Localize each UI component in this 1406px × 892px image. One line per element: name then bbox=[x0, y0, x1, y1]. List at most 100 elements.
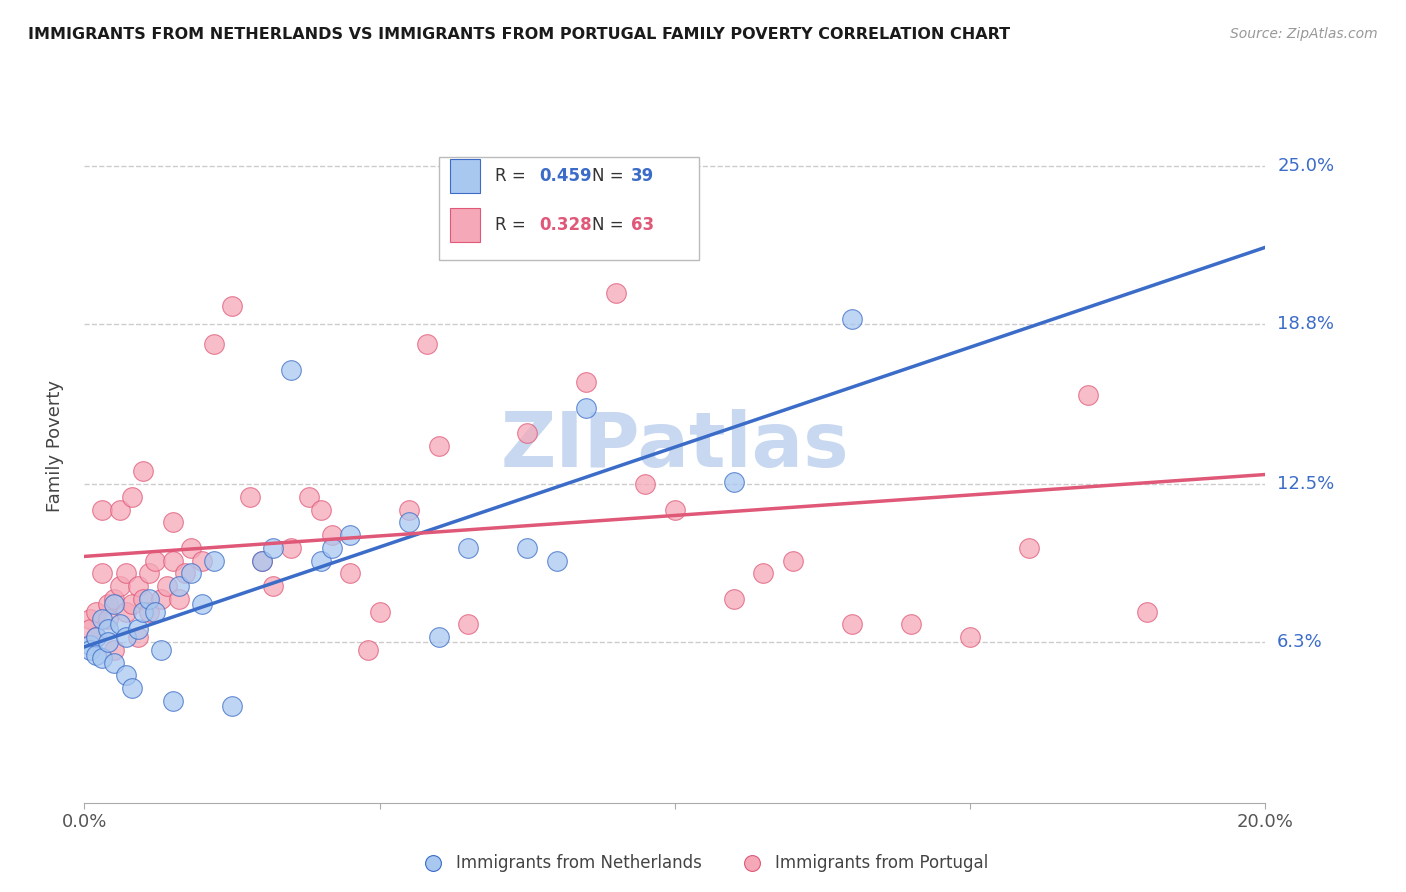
Point bbox=[723, 591, 745, 606]
Point bbox=[1077, 388, 1099, 402]
Point bbox=[97, 612, 120, 626]
Point bbox=[173, 566, 195, 581]
Point bbox=[121, 681, 143, 695]
Point bbox=[162, 554, 184, 568]
Point bbox=[121, 597, 143, 611]
Point bbox=[575, 376, 598, 390]
Point bbox=[132, 465, 155, 479]
Point bbox=[368, 605, 391, 619]
Point bbox=[97, 597, 120, 611]
Point bbox=[357, 643, 380, 657]
Point bbox=[221, 698, 243, 713]
Point bbox=[191, 554, 214, 568]
Point bbox=[723, 475, 745, 489]
Point bbox=[516, 426, 538, 441]
Point bbox=[138, 605, 160, 619]
Point bbox=[180, 541, 202, 555]
Point bbox=[202, 554, 225, 568]
Point bbox=[575, 401, 598, 415]
Point bbox=[250, 554, 273, 568]
Point bbox=[262, 579, 284, 593]
Point bbox=[782, 554, 804, 568]
Point bbox=[121, 490, 143, 504]
Point bbox=[91, 612, 114, 626]
Point bbox=[114, 668, 136, 682]
Text: 12.5%: 12.5% bbox=[1277, 475, 1334, 493]
Point bbox=[84, 605, 107, 619]
Text: 18.8%: 18.8% bbox=[1277, 315, 1334, 333]
Point bbox=[114, 630, 136, 644]
Text: Immigrants from Netherlands: Immigrants from Netherlands bbox=[457, 855, 702, 872]
Point bbox=[202, 337, 225, 351]
Point bbox=[127, 630, 149, 644]
Point bbox=[103, 597, 125, 611]
Point bbox=[1136, 605, 1159, 619]
Text: 6.3%: 6.3% bbox=[1277, 633, 1323, 651]
Point bbox=[752, 566, 775, 581]
Point bbox=[516, 541, 538, 555]
Point bbox=[79, 643, 101, 657]
Point bbox=[398, 502, 420, 516]
Point bbox=[91, 502, 114, 516]
Point bbox=[132, 605, 155, 619]
Point bbox=[91, 566, 114, 581]
Point bbox=[1018, 541, 1040, 555]
Point bbox=[143, 554, 166, 568]
Point bbox=[132, 591, 155, 606]
Point bbox=[127, 579, 149, 593]
Point bbox=[108, 579, 131, 593]
Point bbox=[79, 638, 101, 652]
Point bbox=[162, 694, 184, 708]
Point bbox=[114, 566, 136, 581]
Point bbox=[280, 362, 302, 376]
Point bbox=[114, 605, 136, 619]
Text: IMMIGRANTS FROM NETHERLANDS VS IMMIGRANTS FROM PORTUGAL FAMILY POVERTY CORRELATI: IMMIGRANTS FROM NETHERLANDS VS IMMIGRANT… bbox=[28, 27, 1011, 42]
Point bbox=[91, 650, 114, 665]
Point bbox=[150, 643, 173, 657]
Point bbox=[167, 579, 190, 593]
Point bbox=[427, 630, 450, 644]
Point bbox=[250, 554, 273, 568]
Point bbox=[457, 617, 479, 632]
Point bbox=[108, 502, 131, 516]
Text: ZIPatlas: ZIPatlas bbox=[501, 409, 849, 483]
Point bbox=[84, 630, 107, 644]
Text: 63: 63 bbox=[631, 216, 654, 234]
Point bbox=[103, 656, 125, 670]
Point bbox=[180, 566, 202, 581]
Point bbox=[605, 286, 627, 301]
Point bbox=[416, 337, 439, 351]
Point bbox=[664, 502, 686, 516]
Point bbox=[143, 605, 166, 619]
Point bbox=[959, 630, 981, 644]
Point bbox=[280, 541, 302, 555]
Point bbox=[634, 477, 657, 491]
Point bbox=[486, 235, 509, 249]
Text: R =: R = bbox=[495, 216, 531, 234]
Point bbox=[427, 439, 450, 453]
Point bbox=[84, 648, 107, 662]
Text: 0.328: 0.328 bbox=[538, 216, 592, 234]
Point bbox=[138, 566, 160, 581]
Text: N =: N = bbox=[592, 216, 628, 234]
Point bbox=[339, 566, 361, 581]
Point bbox=[262, 541, 284, 555]
Point bbox=[221, 299, 243, 313]
Point bbox=[97, 623, 120, 637]
Text: Immigrants from Portugal: Immigrants from Portugal bbox=[775, 855, 988, 872]
Point bbox=[309, 502, 332, 516]
Y-axis label: Family Poverty: Family Poverty bbox=[45, 380, 63, 512]
Point bbox=[546, 554, 568, 568]
Point bbox=[150, 591, 173, 606]
Point bbox=[103, 643, 125, 657]
Point bbox=[321, 528, 343, 542]
Point bbox=[841, 617, 863, 632]
Point bbox=[309, 554, 332, 568]
Text: N =: N = bbox=[592, 167, 628, 185]
Point bbox=[900, 617, 922, 632]
FancyBboxPatch shape bbox=[450, 208, 479, 242]
Point bbox=[84, 630, 107, 644]
Point bbox=[191, 597, 214, 611]
Point bbox=[79, 612, 101, 626]
Text: 0.459: 0.459 bbox=[538, 167, 592, 185]
